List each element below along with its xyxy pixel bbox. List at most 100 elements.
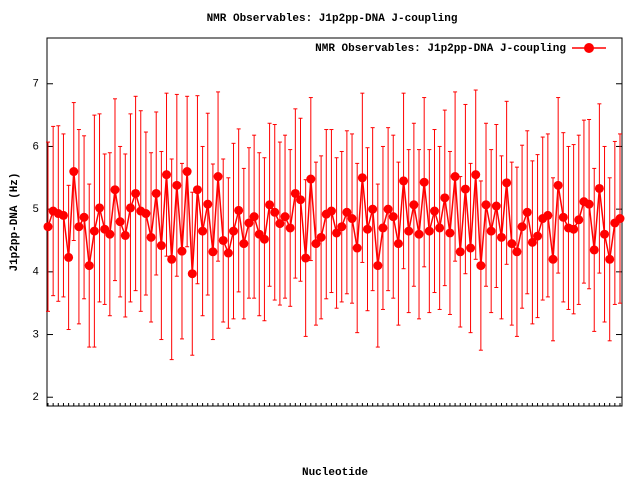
y-tick-label: 3 (32, 329, 39, 341)
point (177, 246, 187, 256)
point (378, 223, 388, 233)
point (502, 178, 512, 188)
point (388, 212, 398, 222)
point (404, 226, 414, 236)
y-axis-label: J1p2pp-DNA (Hz) (9, 172, 21, 271)
point (574, 215, 584, 225)
point (203, 199, 213, 209)
point (496, 232, 506, 242)
point (460, 184, 470, 194)
point (605, 254, 615, 264)
point (409, 200, 419, 210)
point (435, 223, 445, 233)
y-tick-label: 7 (32, 79, 39, 91)
point (208, 247, 218, 257)
point (553, 180, 563, 190)
point (399, 176, 409, 186)
point (285, 223, 295, 233)
point (486, 226, 496, 236)
point (533, 231, 543, 241)
point (594, 183, 604, 193)
point (187, 269, 197, 279)
point (182, 167, 192, 177)
point (141, 209, 151, 219)
point (347, 214, 357, 224)
point (362, 224, 372, 234)
point (58, 210, 68, 220)
point (120, 230, 130, 240)
point (512, 247, 522, 257)
point (239, 239, 249, 249)
point (84, 261, 94, 271)
point (43, 222, 53, 232)
point (522, 207, 532, 217)
point (172, 180, 182, 190)
point (301, 253, 311, 263)
point (156, 241, 166, 251)
point (105, 229, 115, 239)
point (280, 212, 290, 222)
point (326, 206, 336, 216)
legend-label: NMR Observables: J1p2pp-DNA J-coupling (315, 43, 566, 55)
point (110, 185, 120, 195)
point (311, 239, 321, 249)
point (543, 210, 553, 220)
point (234, 205, 244, 215)
point (584, 199, 594, 209)
point (445, 228, 455, 238)
point (229, 226, 239, 236)
point (79, 212, 89, 222)
x-axis-label: Nucleotide (302, 467, 368, 479)
y-tick-label: 5 (32, 204, 39, 216)
point (306, 174, 316, 184)
point (558, 212, 568, 222)
point (74, 222, 84, 232)
point (373, 261, 383, 271)
point (69, 167, 79, 177)
point (218, 235, 228, 245)
point (265, 200, 275, 210)
point (167, 254, 177, 264)
point (244, 218, 254, 228)
point (198, 226, 208, 236)
point (316, 232, 326, 242)
point (615, 214, 625, 224)
point (259, 234, 269, 244)
point (115, 217, 125, 227)
y-tick-label: 2 (32, 392, 39, 404)
legend-marker (584, 43, 594, 53)
point (249, 212, 259, 222)
point (270, 207, 280, 217)
y-tick-label: 4 (32, 267, 39, 279)
point (64, 252, 74, 262)
point (600, 229, 610, 239)
point (332, 228, 342, 238)
point (337, 222, 347, 232)
point (455, 247, 465, 257)
point (192, 185, 202, 195)
point (424, 226, 434, 236)
point (466, 243, 476, 253)
point (296, 195, 306, 205)
point (213, 172, 223, 182)
point (368, 204, 378, 214)
point (517, 222, 527, 232)
point (450, 172, 460, 182)
point (527, 237, 537, 247)
point (481, 200, 491, 210)
point (352, 243, 362, 253)
point (162, 170, 172, 180)
point (429, 206, 439, 216)
point (275, 219, 285, 229)
point (131, 188, 141, 198)
point (414, 229, 424, 239)
point (383, 204, 393, 214)
point (223, 248, 233, 258)
point (151, 188, 161, 198)
point (471, 170, 481, 180)
point (342, 207, 352, 217)
point (548, 254, 558, 264)
point (125, 203, 135, 213)
y-tick-label: 6 (32, 141, 39, 153)
